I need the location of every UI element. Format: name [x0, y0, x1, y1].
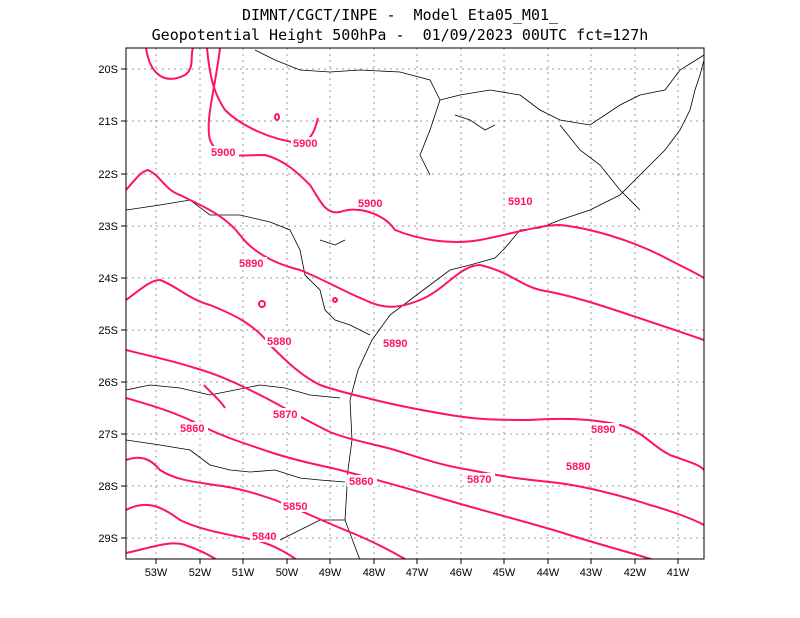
- map-frame: [125, 47, 705, 560]
- contour-label: 5880: [566, 461, 590, 473]
- lon-tick-label: 53W: [145, 567, 168, 579]
- contour-label: 5900: [211, 147, 235, 159]
- lon-tick-label: 52W: [189, 567, 212, 579]
- contour-label: 5910: [508, 196, 532, 208]
- lat-tick-label: 26S: [98, 377, 118, 389]
- contour-label: 5880: [267, 336, 291, 348]
- contour-label: 5900: [358, 198, 382, 210]
- map-title-line1: DIMNT/CGCT/INPE - Model Eta05_M01_: [241, 6, 559, 24]
- contour-label: 5890: [383, 338, 407, 350]
- lon-tick-label: 48W: [363, 567, 386, 579]
- lon-tick-label: 46W: [450, 567, 473, 579]
- contour-label: 5840: [252, 531, 276, 543]
- contour-label: 5900: [293, 138, 317, 150]
- longitude-labels: 53W 52W 51W 50W 49W 48W 47W 46W 45W 44W …: [145, 567, 690, 579]
- contour-label: 5870: [467, 474, 491, 486]
- lon-tick-label: 45W: [493, 567, 516, 579]
- lon-tick-label: 44W: [537, 567, 560, 579]
- lat-tick-label: 23S: [98, 221, 118, 233]
- contour-labels: 5900 5900 5900 5910 5890 5890 5890 5880 …: [178, 137, 619, 543]
- contour-label: 5860: [349, 476, 373, 488]
- geopotential-contours: [126, 48, 704, 559]
- lon-tick-label: 47W: [406, 567, 429, 579]
- lat-tick-label: 20S: [98, 64, 118, 76]
- lat-tick-label: 22S: [98, 169, 118, 181]
- gridlines: [126, 48, 704, 559]
- lat-tick-label: 29S: [98, 533, 118, 545]
- lon-tick-label: 50W: [276, 567, 299, 579]
- contour-label: 5870: [273, 409, 297, 421]
- contour-label: 5890: [239, 258, 263, 270]
- coastline-and-borders: [126, 49, 704, 559]
- latitude-labels: 20S 21S 22S 23S 24S 25S 26S 27S 28S 29S: [98, 64, 118, 545]
- contour-label: 5890: [591, 424, 615, 436]
- lon-tick-label: 51W: [232, 567, 255, 579]
- lat-tick-label: 27S: [98, 429, 118, 441]
- lon-tick-label: 49W: [319, 567, 342, 579]
- lon-tick-label: 41W: [667, 567, 690, 579]
- tick-marks: [121, 68, 679, 564]
- lat-tick-label: 21S: [98, 116, 118, 128]
- lat-tick-label: 25S: [98, 325, 118, 337]
- lon-tick-label: 42W: [624, 567, 647, 579]
- lat-tick-label: 28S: [98, 481, 118, 493]
- lon-tick-label: 43W: [580, 567, 603, 579]
- contour-label: 5850: [283, 501, 307, 513]
- contour-label: 5860: [180, 423, 204, 435]
- map-title-line2: Geopotential Height 500hPa - 01/09/2023 …: [151, 26, 649, 44]
- lat-tick-label: 24S: [98, 273, 118, 285]
